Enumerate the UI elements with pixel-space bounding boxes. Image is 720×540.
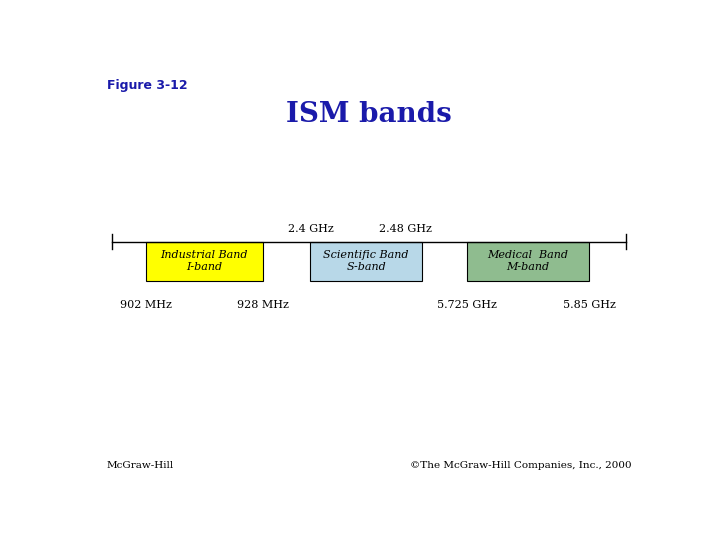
Text: Medical  Band
M-band: Medical Band M-band bbox=[487, 251, 569, 272]
Text: Figure 3-12: Figure 3-12 bbox=[107, 79, 187, 92]
Text: 5.85 GHz: 5.85 GHz bbox=[563, 300, 616, 310]
Text: 2.48 GHz: 2.48 GHz bbox=[379, 225, 432, 234]
Text: Industrial Band
I-band: Industrial Band I-band bbox=[161, 251, 248, 272]
Bar bbox=[145, 241, 263, 281]
Bar bbox=[467, 241, 590, 281]
Text: McGraw-Hill: McGraw-Hill bbox=[107, 461, 174, 470]
Text: 902 MHz: 902 MHz bbox=[120, 300, 172, 310]
Text: ISM bands: ISM bands bbox=[286, 101, 452, 128]
Bar bbox=[310, 241, 422, 281]
Text: Scientific Band
S-band: Scientific Band S-band bbox=[323, 251, 409, 272]
Text: ©The McGraw-Hill Companies, Inc., 2000: ©The McGraw-Hill Companies, Inc., 2000 bbox=[410, 461, 631, 470]
Text: 2.4 GHz: 2.4 GHz bbox=[287, 225, 333, 234]
Text: 928 MHz: 928 MHz bbox=[237, 300, 289, 310]
Text: 5.725 GHz: 5.725 GHz bbox=[437, 300, 497, 310]
